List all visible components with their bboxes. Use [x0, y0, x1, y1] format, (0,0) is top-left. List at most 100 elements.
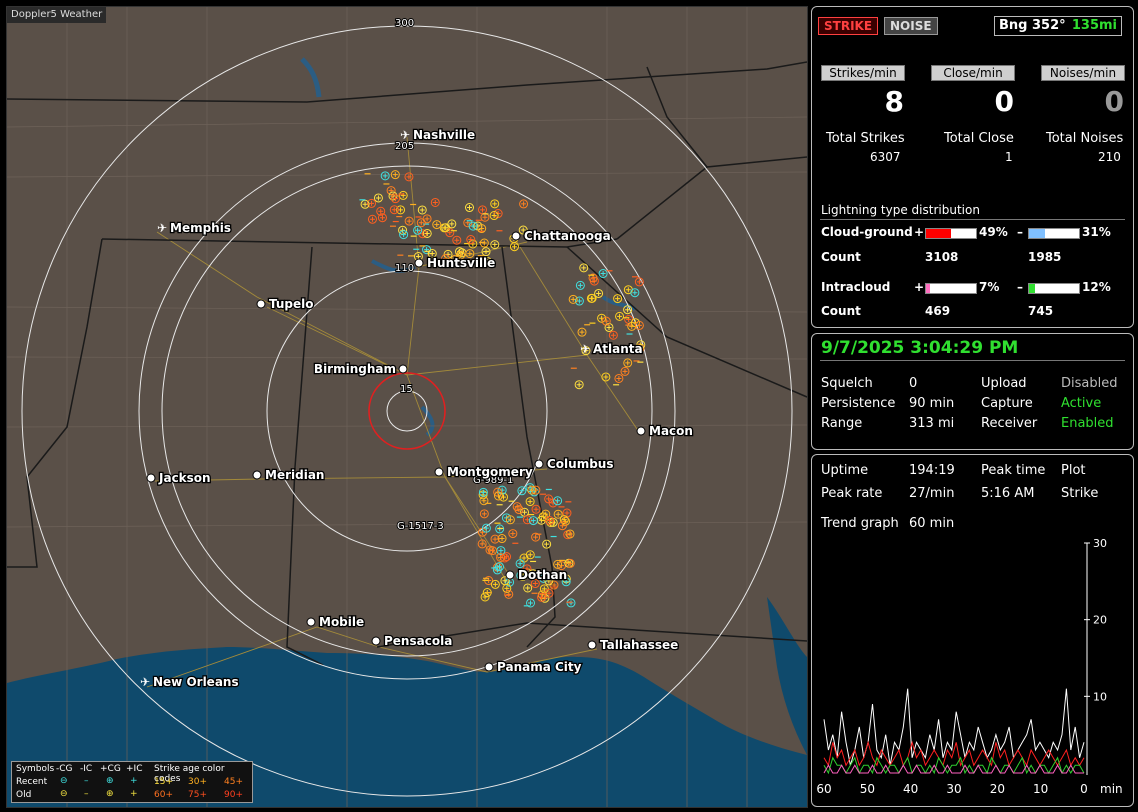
strike-marker — [553, 509, 563, 519]
noises-per-min-label[interactable]: Noises/min — [1041, 65, 1125, 81]
trend-x-label-50: 50 — [860, 782, 875, 796]
strike-marker — [544, 576, 554, 586]
close-per-min-label[interactable]: Close/min — [931, 65, 1015, 81]
city-label-columbus: Columbus — [547, 457, 614, 471]
trend-y-label-10: 10 — [1093, 690, 1107, 703]
strike-marker-cross — [447, 230, 453, 236]
strike-marker-cross — [424, 230, 430, 236]
legend-age-title: Strike age color codes — [154, 764, 225, 784]
strike-marker-cross — [559, 523, 565, 529]
strike-marker — [565, 529, 575, 539]
strike-marker — [634, 320, 644, 330]
legend-symbols-label: Symbols — [16, 764, 55, 774]
city-dot-macon — [636, 426, 646, 436]
strike-marker-cross — [533, 506, 539, 512]
strike-marker-cross — [432, 199, 438, 205]
cg-positive-count: 3108 — [925, 250, 959, 264]
total-strikes-label: Total Strikes — [826, 131, 905, 146]
receiver-value: Enabled — [1061, 416, 1114, 431]
strike-marker-cross — [506, 591, 512, 597]
strike-marker-cross — [484, 258, 490, 264]
strike-marker — [478, 487, 488, 497]
trend-x-label-60: 60 — [816, 782, 831, 796]
legend-neg-ic-old-icon: – — [84, 789, 89, 799]
strike-marker — [376, 206, 386, 216]
ic-negative-bar — [1028, 283, 1080, 294]
strike-marker — [481, 247, 491, 257]
strike-marker-cross — [375, 195, 381, 201]
strike-marker — [604, 322, 614, 332]
strike-marker-cross — [588, 295, 594, 301]
strike-marker-cross — [489, 548, 495, 554]
capture-value: Active — [1061, 396, 1102, 411]
trend-series-2 — [823, 756, 1085, 775]
county-lines — [7, 7, 807, 807]
legend-pos-ic-recent-icon: + — [130, 776, 138, 786]
city-label-dothan: Dothan — [518, 568, 567, 582]
legend-age-45: 45+ — [224, 777, 243, 787]
range-label: Range — [821, 416, 863, 431]
strike-marker — [490, 534, 500, 544]
strike-marker — [566, 598, 576, 608]
bearing-box: Bng 352° 135mi — [994, 16, 1122, 36]
legend-age-30: 30+ — [188, 777, 207, 787]
strike-marker-cross — [479, 226, 485, 232]
ring-label-300: 300 — [395, 18, 414, 29]
strike-marker-cross — [452, 256, 458, 262]
strike-marker-cross — [498, 554, 504, 560]
strike-marker — [416, 218, 426, 228]
city-dot-tupelo — [256, 299, 266, 309]
state-borders — [7, 61, 807, 666]
strike-marker-cross — [502, 578, 508, 584]
strike-marker-cross — [501, 494, 507, 500]
lightning-map[interactable]: Doppler5 Weather — [6, 6, 808, 808]
strike-marker — [528, 516, 538, 526]
strike-marker — [623, 358, 633, 368]
legend-col-pos-ic: +IC — [126, 764, 143, 774]
strike-marker — [586, 293, 596, 303]
city-dot-chattanooga — [511, 231, 521, 241]
strike-marker-cross — [369, 216, 375, 222]
strike-marker-cross — [600, 271, 606, 277]
strike-marker — [598, 269, 608, 279]
strike-marker — [452, 235, 462, 245]
ring-label-205: 205 — [395, 141, 414, 152]
city-label-tupelo: Tupelo — [269, 297, 314, 311]
ic-positive-count: 469 — [925, 304, 951, 318]
strike-marker-cross — [362, 201, 368, 207]
strike-marker-cross — [470, 223, 476, 229]
strike-marker-cross — [540, 514, 546, 520]
strike-marker — [490, 240, 500, 250]
noise-toggle-button[interactable]: NOISE — [884, 17, 938, 35]
strikes-per-min-label[interactable]: Strikes/min — [821, 65, 905, 81]
city-dot-columbus — [534, 459, 544, 469]
uptime-label: Uptime — [821, 463, 869, 478]
strike-marker — [597, 313, 607, 323]
strike-marker-cross — [527, 552, 533, 558]
strike-marker-cross — [382, 173, 388, 179]
strike-marker — [557, 521, 567, 531]
strike-marker-cross — [533, 534, 539, 540]
strikes-per-min-value: 8 — [884, 85, 904, 118]
airport-icon-memphis: ✈ — [157, 221, 167, 235]
strike-toggle-button[interactable]: STRIKE — [818, 17, 879, 35]
strike-marker-cross — [576, 298, 582, 304]
strike-marker — [636, 340, 646, 350]
strike-marker-cross — [420, 231, 426, 237]
strike-marker-cross — [532, 581, 538, 587]
trend-x-label-0: 0 — [1080, 782, 1088, 796]
strike-marker-cross — [492, 242, 498, 248]
peak-rate-label: Peak rate — [821, 486, 883, 501]
strike-marker — [494, 491, 504, 501]
strike-marker-cross — [555, 498, 561, 504]
strike-marker-cross — [550, 500, 556, 506]
strike-marker — [548, 498, 558, 508]
legend-neg-ic-recent-icon: – — [84, 776, 89, 786]
strike-marker-cross — [458, 252, 464, 258]
strike-marker — [623, 305, 633, 315]
plot-value[interactable]: Strike — [1061, 486, 1099, 501]
strike-marker-cross — [514, 504, 520, 510]
cg-positive-pct: 49% — [979, 225, 1008, 239]
strike-marker — [445, 228, 455, 238]
strike-marker-cross — [555, 511, 561, 517]
